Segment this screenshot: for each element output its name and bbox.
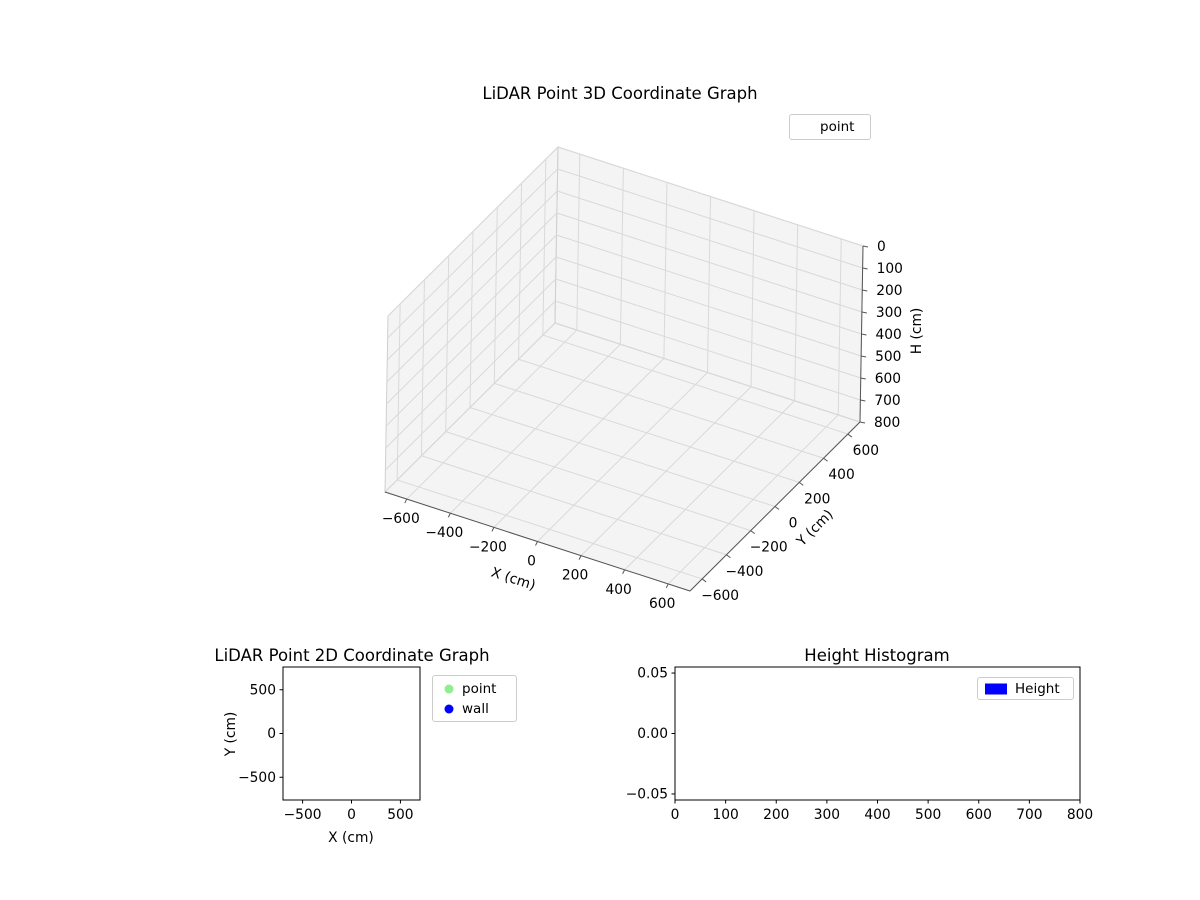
svg-text:200: 200 xyxy=(804,491,830,507)
legend-row-wall: wall xyxy=(433,700,516,717)
svg-text:700: 700 xyxy=(874,393,900,409)
plot2d-ylabel: Y (cm) xyxy=(223,712,239,758)
svg-text:−500: −500 xyxy=(284,807,322,823)
svg-text:800: 800 xyxy=(874,415,900,431)
plot2d-xlabel: X (cm) xyxy=(328,830,374,846)
svg-text:300: 300 xyxy=(814,807,840,823)
svg-text:0.05: 0.05 xyxy=(637,666,668,682)
svg-text:500: 500 xyxy=(387,807,413,823)
plot3d-ylabel: Y (cm) xyxy=(793,507,837,551)
svg-text:0: 0 xyxy=(671,807,680,823)
svg-text:400: 400 xyxy=(876,327,902,343)
height-marker-patch xyxy=(985,683,1007,694)
legend-row-point: point xyxy=(433,680,516,697)
legend-label-point2d: point xyxy=(462,680,497,697)
wall-marker-icon xyxy=(444,704,454,713)
plot3d-title: LiDAR Point 3D Coordinate Graph xyxy=(482,84,757,103)
legend-label-point: point xyxy=(820,119,855,135)
svg-text:0: 0 xyxy=(267,726,276,742)
plot3d-zlabel: H (cm) xyxy=(909,308,925,355)
svg-text:−400: −400 xyxy=(425,525,463,541)
plot2d-axes: −500 0 500 −500 0 500 xyxy=(238,666,421,823)
svg-text:700: 700 xyxy=(1016,807,1042,823)
svg-text:300: 300 xyxy=(876,305,902,321)
point-marker-blank xyxy=(790,122,820,132)
svg-text:400: 400 xyxy=(828,467,854,483)
point-marker-dot xyxy=(444,684,454,693)
svg-text:600: 600 xyxy=(853,443,879,459)
svg-text:0: 0 xyxy=(789,516,798,532)
wall-marker-dot xyxy=(444,704,454,713)
svg-text:600: 600 xyxy=(875,371,901,387)
svg-text:500: 500 xyxy=(915,807,941,823)
svg-text:0: 0 xyxy=(527,554,536,570)
svg-text:0: 0 xyxy=(347,807,356,823)
height-marker-icon xyxy=(985,683,1007,694)
svg-text:0.00: 0.00 xyxy=(637,726,668,742)
svg-text:−600: −600 xyxy=(382,511,420,527)
histogram-title: Height Histogram xyxy=(804,646,949,665)
svg-text:−0.05: −0.05 xyxy=(626,786,668,802)
svg-text:500: 500 xyxy=(875,349,901,365)
svg-text:200: 200 xyxy=(763,807,789,823)
svg-text:600: 600 xyxy=(966,807,992,823)
svg-text:−200: −200 xyxy=(469,539,507,555)
svg-text:−400: −400 xyxy=(725,564,763,580)
svg-text:0: 0 xyxy=(877,239,886,255)
svg-text:200: 200 xyxy=(562,568,588,584)
svg-text:−600: −600 xyxy=(701,588,739,604)
svg-text:500: 500 xyxy=(250,682,276,698)
plot3d-legend: point xyxy=(789,114,871,140)
plot2d-legend: point wall xyxy=(432,675,517,722)
legend-label-height: Height xyxy=(1015,680,1060,697)
svg-text:−500: −500 xyxy=(238,770,276,786)
histogram-legend: Height xyxy=(977,677,1074,700)
svg-text:400: 400 xyxy=(605,582,631,598)
svg-text:800: 800 xyxy=(1067,807,1093,823)
svg-text:100: 100 xyxy=(712,807,738,823)
svg-text:100: 100 xyxy=(877,261,903,277)
plot2d-title: LiDAR Point 2D Coordinate Graph xyxy=(214,646,489,665)
svg-text:200: 200 xyxy=(876,283,902,299)
svg-text:400: 400 xyxy=(864,807,890,823)
point-marker-icon xyxy=(444,684,454,693)
svg-text:−200: −200 xyxy=(750,540,788,556)
svg-text:600: 600 xyxy=(649,596,675,612)
legend-label-wall: wall xyxy=(462,700,489,717)
